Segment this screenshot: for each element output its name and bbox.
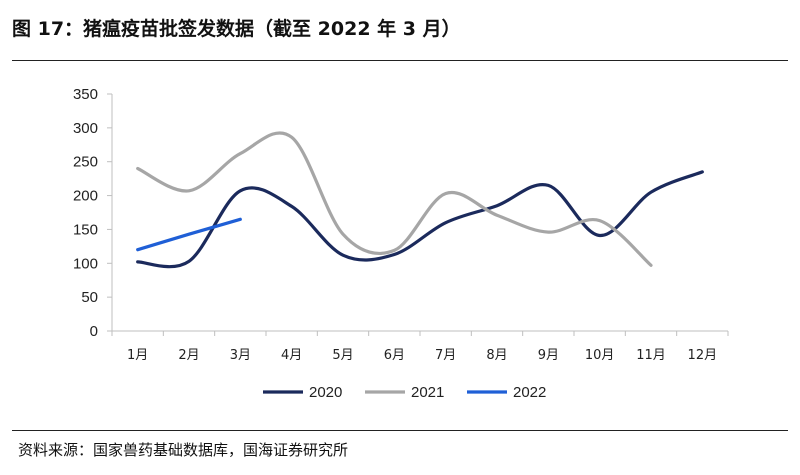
y-tick-label: 100 — [73, 255, 98, 272]
axes: 0 50 100 150 200 250 300 350 1月 2月 3月 4月 5月 6月 7月 8月 9月 1… — [73, 86, 729, 363]
chart: 0 50 100 150 200 250 300 350 1月 2月 3月 4月 5月 6月 7月 8月 9月 1… — [73, 86, 729, 401]
x-tick-label: 12月 — [688, 348, 718, 363]
x-tick-label: 1月 — [127, 348, 148, 363]
series-line-2022 — [136, 217, 242, 252]
x-tick-label: 8月 — [486, 348, 507, 363]
y-tick-label: 50 — [81, 289, 98, 306]
y-tick-label: 200 — [73, 188, 98, 205]
legend-label-2020: 2020 — [309, 384, 342, 401]
x-tick-label: 10月 — [585, 348, 615, 363]
series-line-2020 — [136, 170, 704, 269]
y-tick-label: 0 — [90, 323, 98, 340]
legend-label-2021: 2021 — [411, 384, 444, 401]
y-tick-label: 250 — [73, 154, 98, 171]
x-tick-label: 6月 — [384, 348, 405, 363]
x-tick-label: 4月 — [281, 348, 302, 363]
x-tick-label: 3月 — [230, 348, 251, 363]
source-note: 资料来源：国家兽药基础数据库，国海证券研究所 — [18, 441, 349, 459]
y-tick-label: 300 — [73, 120, 98, 137]
chart-title: 图 17：猪瘟疫苗批签发数据（截至 2022 年 3 月） — [12, 18, 461, 40]
y-tick-label: 150 — [73, 221, 98, 238]
bottom-rule — [12, 430, 788, 431]
x-tick-label: 11月 — [636, 348, 666, 363]
x-tick-label: 7月 — [435, 348, 456, 363]
y-tick-label: 350 — [73, 86, 98, 103]
top-rule — [12, 60, 788, 61]
x-tick-label: 2月 — [178, 348, 199, 363]
legend: 2020 2021 2022 — [263, 384, 546, 401]
series-layer — [136, 131, 704, 269]
x-tick-label: 9月 — [538, 348, 559, 363]
x-tick-label: 5月 — [332, 348, 353, 363]
legend-label-2022: 2022 — [513, 384, 546, 401]
series-line-2021 — [136, 131, 653, 267]
